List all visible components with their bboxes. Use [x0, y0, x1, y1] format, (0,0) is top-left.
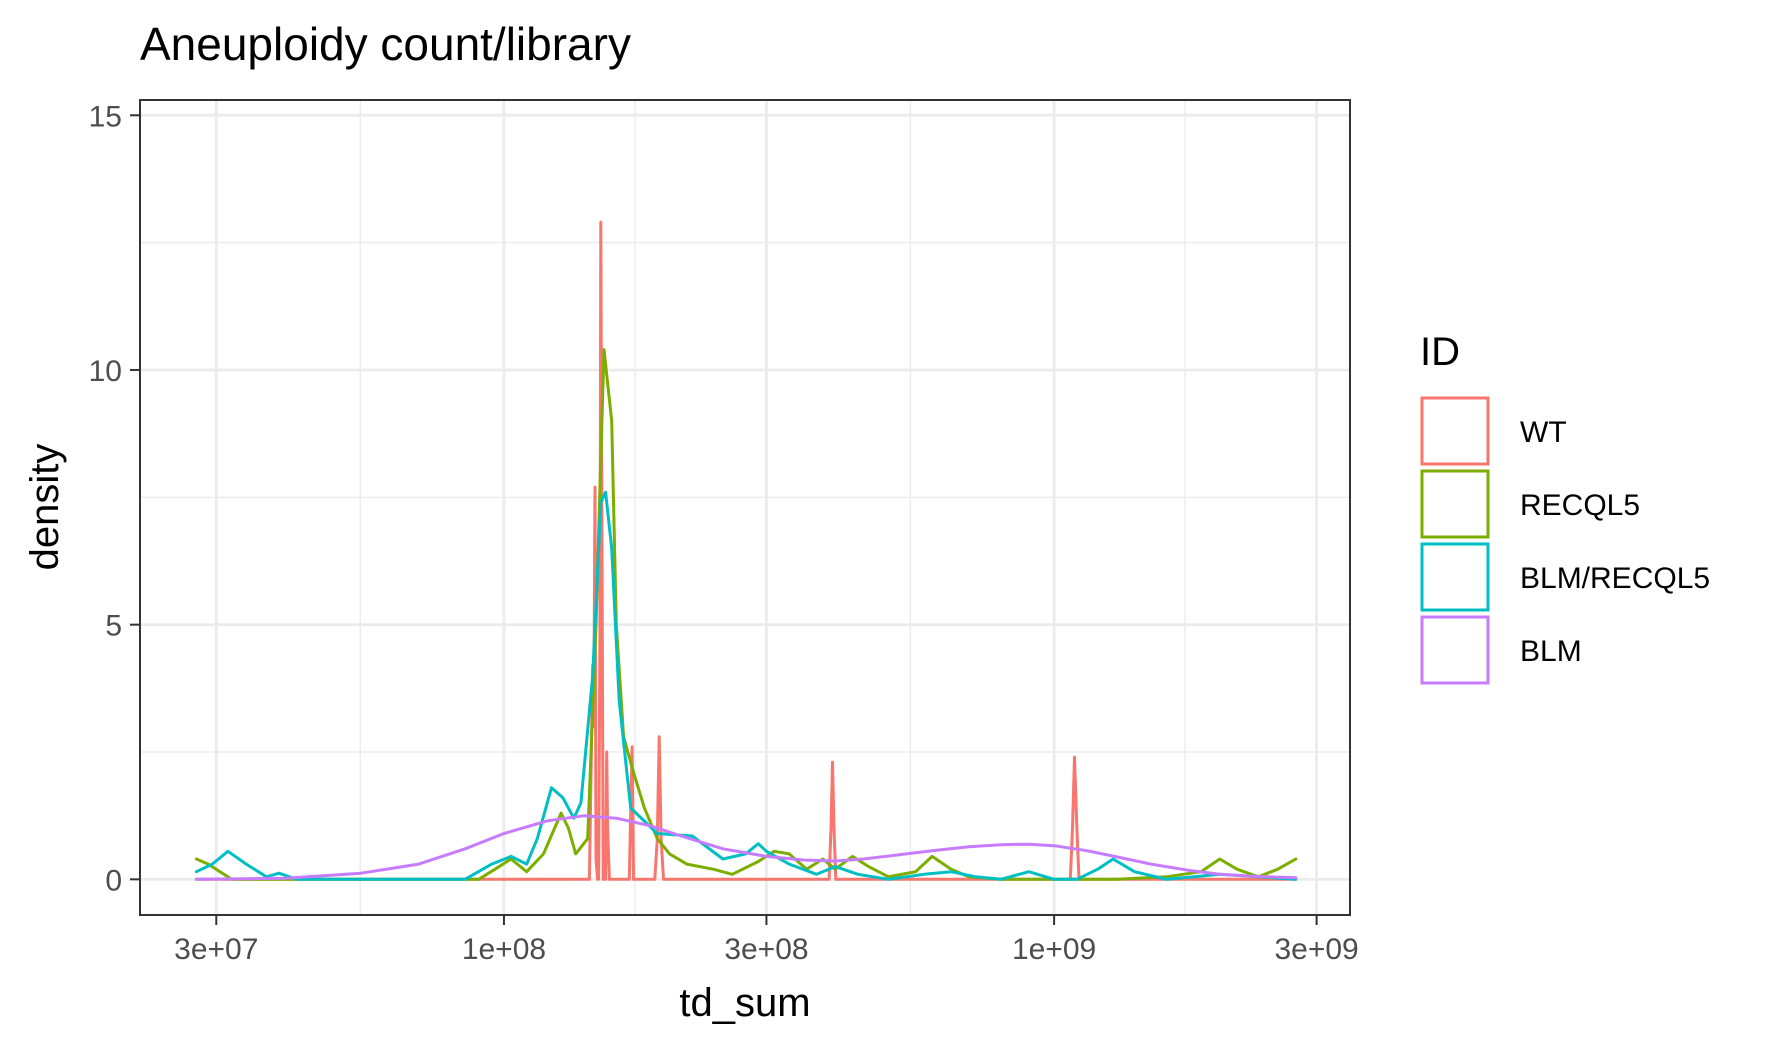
legend-items: WT RECQL5 BLM/RECQL5 BLM	[1420, 396, 1710, 685]
legend-label-wt: WT	[1520, 416, 1567, 449]
chart-title: Aneuploidy count/library	[140, 18, 631, 70]
y-tick-label: 15	[89, 100, 122, 133]
y-tick-label: 10	[89, 355, 122, 388]
legend-key-wt	[1420, 396, 1490, 466]
x-tick-label: 3e+09	[1274, 933, 1358, 966]
x-tick-label: 3e+07	[174, 933, 258, 966]
panel-background	[140, 100, 1350, 915]
legend-key-blm	[1420, 615, 1490, 685]
series-line-blm	[194, 814, 1298, 881]
y-axis: 0 5 10 15	[89, 100, 140, 897]
x-tick-label: 3e+08	[724, 933, 808, 966]
legend: ID WT RECQL5 BLM/RECQL5 BLM	[1420, 330, 1710, 685]
minor-gridlines	[140, 100, 1350, 915]
plot-panel	[139, 99, 1351, 916]
x-axis: 3e+07 1e+08 3e+08 1e+09 3e+09	[174, 915, 1359, 966]
panel-border	[139, 99, 1351, 916]
x-axis-title: td_sum	[679, 981, 810, 1025]
legend-key-recql5	[1420, 469, 1490, 539]
y-tick-label: 5	[105, 610, 122, 643]
legend-label-recql5: RECQL5	[1520, 489, 1640, 522]
y-tick-label: 0	[105, 864, 122, 897]
legend-title: ID	[1420, 330, 1460, 374]
legend-key-blm-recql5	[1420, 542, 1490, 612]
series-layer	[194, 220, 1298, 881]
x-tick-label: 1e+09	[1012, 933, 1096, 966]
legend-label-blm-recql5: BLM/RECQL5	[1520, 562, 1710, 595]
x-tick-label: 1e+08	[462, 933, 546, 966]
y-axis-title: density	[23, 444, 67, 571]
legend-label-blm: BLM	[1520, 635, 1582, 668]
